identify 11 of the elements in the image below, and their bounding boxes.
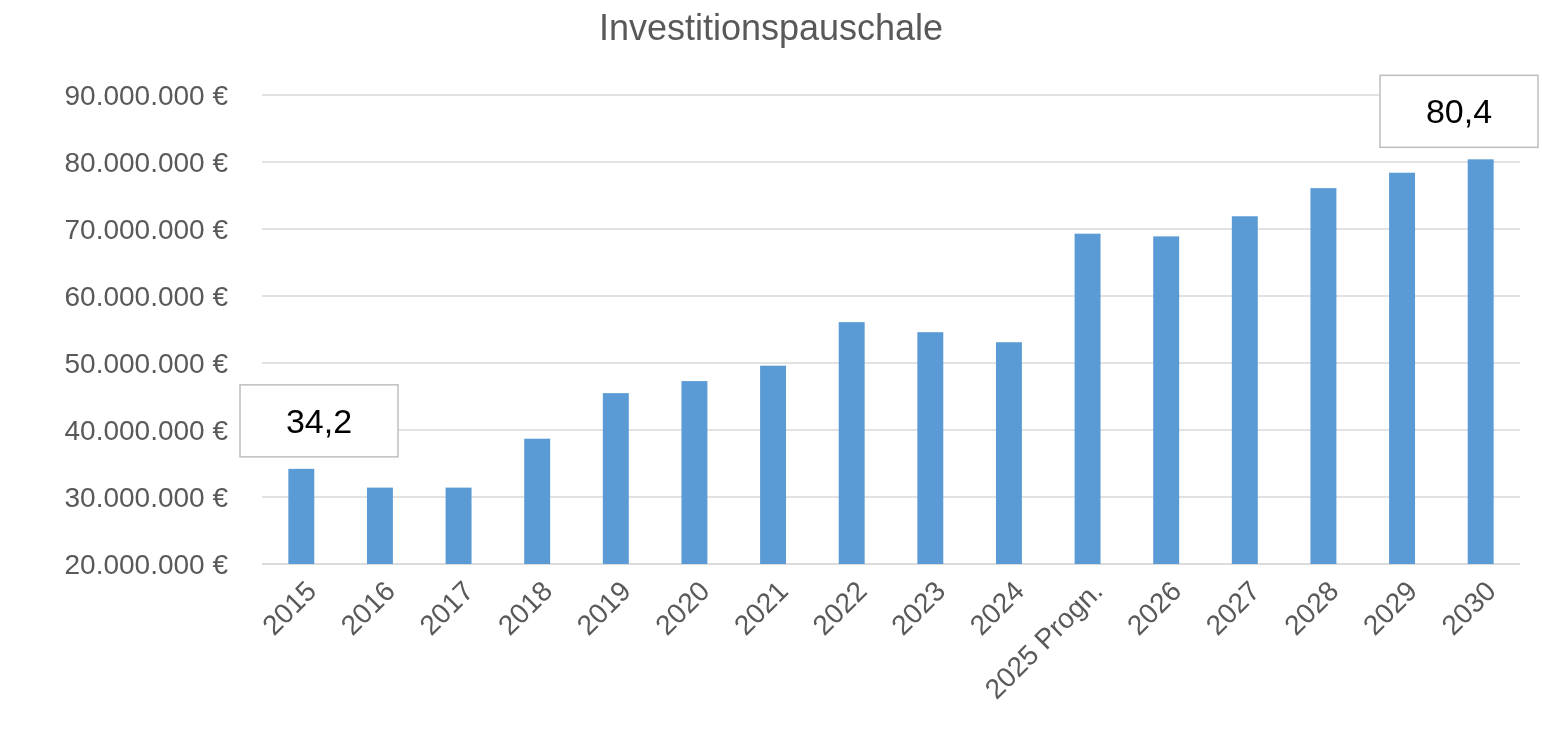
y-tick-label: 50.000.000 € <box>64 347 229 379</box>
annotation: 34,2 <box>285 401 353 440</box>
y-tick-label: 40.000.000 € <box>64 414 229 446</box>
y-tick-label: 80.000.000 € <box>64 146 229 178</box>
y-tick-label: 90.000.000 € <box>64 79 229 111</box>
y-tick-label: 60.000.000 € <box>64 280 229 312</box>
annotation: 80,4 <box>1425 92 1493 131</box>
y-tick-label: 30.000.000 € <box>64 481 229 513</box>
y-tick-label: 70.000.000 € <box>64 213 229 245</box>
y-tick-label: 20.000.000 € <box>64 548 229 580</box>
chart-title: Investitionspauschale <box>598 7 944 48</box>
